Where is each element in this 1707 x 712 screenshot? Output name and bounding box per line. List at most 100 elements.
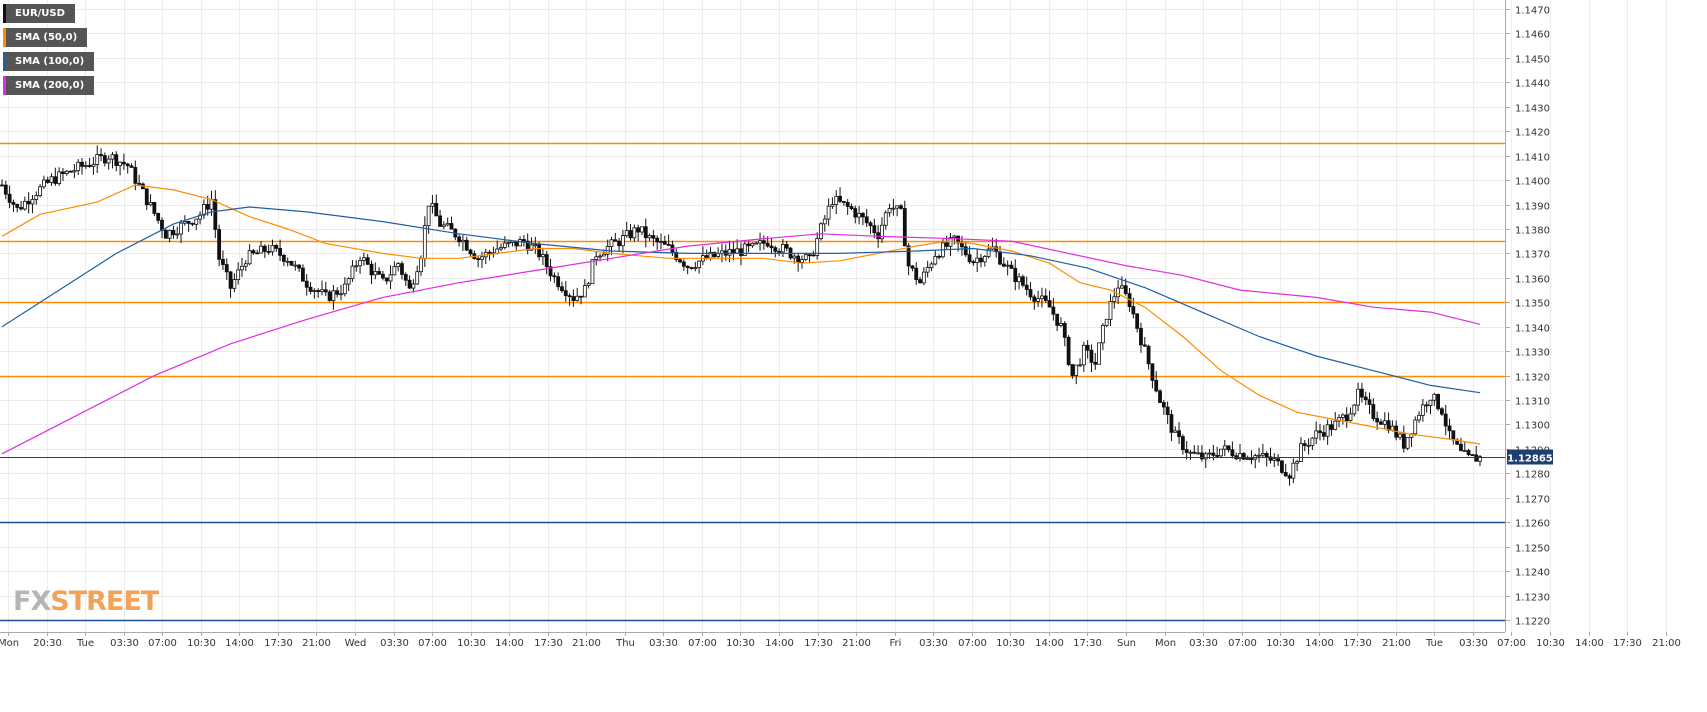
candle-body xyxy=(297,264,302,269)
candle-body xyxy=(1360,388,1364,398)
candle-body xyxy=(1428,399,1433,406)
x-tick-label: 03:30 xyxy=(649,638,678,649)
candle-body xyxy=(1154,380,1159,392)
candle-body xyxy=(1089,349,1094,363)
candle-body xyxy=(1219,448,1223,457)
candle-body xyxy=(457,236,462,243)
candle-body xyxy=(1382,420,1387,425)
candle-body xyxy=(822,218,827,225)
candle-body xyxy=(400,263,404,275)
x-tick-label: 14:00 xyxy=(1575,638,1604,649)
candle-body xyxy=(106,158,111,164)
candle-body xyxy=(841,200,846,203)
x-tick-label: 17:30 xyxy=(534,638,563,649)
legend-item-sma-100[interactable]: SMA (100,0) xyxy=(3,52,95,71)
candle-body xyxy=(1116,287,1121,298)
candle-body xyxy=(1009,264,1014,269)
candle-body xyxy=(1059,323,1063,326)
candle-body xyxy=(1200,452,1204,460)
y-tick-label: 1.1320 xyxy=(1515,373,1550,384)
candle-body xyxy=(777,250,781,253)
candle-body xyxy=(1299,443,1303,462)
candle-body xyxy=(624,230,629,236)
candle-body xyxy=(807,254,812,257)
candle-body xyxy=(365,257,370,265)
y-tick-label: 1.1420 xyxy=(1515,128,1550,139)
legend-label-sma-200: SMA (200,0) xyxy=(15,80,85,91)
candle-body xyxy=(22,200,27,210)
candle-body xyxy=(1017,276,1021,283)
candle-body xyxy=(769,245,774,249)
candle-body xyxy=(110,154,115,160)
y-tick-label: 1.1220 xyxy=(1515,617,1550,628)
candle-body xyxy=(716,253,721,257)
candle-body xyxy=(388,274,393,282)
candle-body xyxy=(792,255,797,259)
y-tick-label: 1.1390 xyxy=(1515,202,1550,213)
y-tick-label: 1.1350 xyxy=(1515,299,1550,310)
candle-body xyxy=(1417,414,1421,421)
candle-body xyxy=(921,271,926,284)
candle-body xyxy=(1474,454,1479,462)
candle-body xyxy=(316,290,321,293)
candle-body xyxy=(1325,424,1330,437)
candle-body xyxy=(1165,406,1170,415)
candle-body xyxy=(586,283,591,286)
candle-body xyxy=(30,198,35,205)
legend-item-sma-200[interactable]: SMA (200,0) xyxy=(3,76,95,95)
x-tick-label: 21:00 xyxy=(1652,638,1681,649)
candle-body xyxy=(1401,433,1406,449)
candle-body xyxy=(293,264,298,267)
candle-body xyxy=(1131,306,1136,315)
candle-body xyxy=(278,247,282,256)
legend-item-eurusd[interactable]: EUR/USD xyxy=(3,4,75,23)
x-tick-label: Mon xyxy=(1155,638,1176,649)
candle-body xyxy=(533,244,538,247)
candle-body xyxy=(739,248,743,256)
candle-body xyxy=(438,215,442,227)
candle-body xyxy=(632,227,637,239)
x-tick-label: 10:30 xyxy=(457,638,486,649)
candle-body xyxy=(354,265,359,268)
candle-body xyxy=(731,249,736,254)
x-tick-label: 14:00 xyxy=(1035,638,1064,649)
candle-body xyxy=(209,199,214,210)
candle-body xyxy=(1047,300,1052,308)
candle-body xyxy=(1051,306,1056,315)
legend-item-sma-50[interactable]: SMA (50,0) xyxy=(3,28,88,47)
y-tick-label: 1.1340 xyxy=(1515,324,1550,335)
candle-body xyxy=(171,229,176,236)
candle-body xyxy=(449,223,454,230)
candle-body xyxy=(773,247,778,252)
candle-body xyxy=(331,290,336,301)
candle-body xyxy=(521,239,526,242)
candle-body xyxy=(815,238,820,256)
candle-body xyxy=(1295,461,1300,464)
candle-body xyxy=(1356,388,1361,406)
candle-body xyxy=(87,165,92,167)
legend-label-sma-50: SMA (50,0) xyxy=(15,32,78,43)
candle-body xyxy=(281,254,286,262)
candle-body xyxy=(335,290,340,295)
candle-body xyxy=(918,279,922,284)
candle-body xyxy=(445,223,450,226)
candle-body xyxy=(1367,399,1372,405)
candle-body xyxy=(735,248,740,254)
candle-body xyxy=(937,255,941,258)
candle-body xyxy=(144,188,149,206)
candle-body xyxy=(975,257,980,263)
candle-body xyxy=(1108,301,1113,320)
candle-body xyxy=(384,277,389,282)
candle-body xyxy=(137,182,142,185)
candle-body xyxy=(15,203,20,208)
candle-body xyxy=(1466,450,1471,456)
legend-label-sma-100: SMA (100,0) xyxy=(15,56,85,67)
candle-body xyxy=(971,261,976,264)
plot-background xyxy=(0,0,1505,632)
candle-body xyxy=(64,170,69,174)
x-tick-label: 17:30 xyxy=(1613,638,1642,649)
candle-body xyxy=(1032,296,1037,302)
candle-body xyxy=(0,184,4,187)
candle-body xyxy=(396,263,401,268)
